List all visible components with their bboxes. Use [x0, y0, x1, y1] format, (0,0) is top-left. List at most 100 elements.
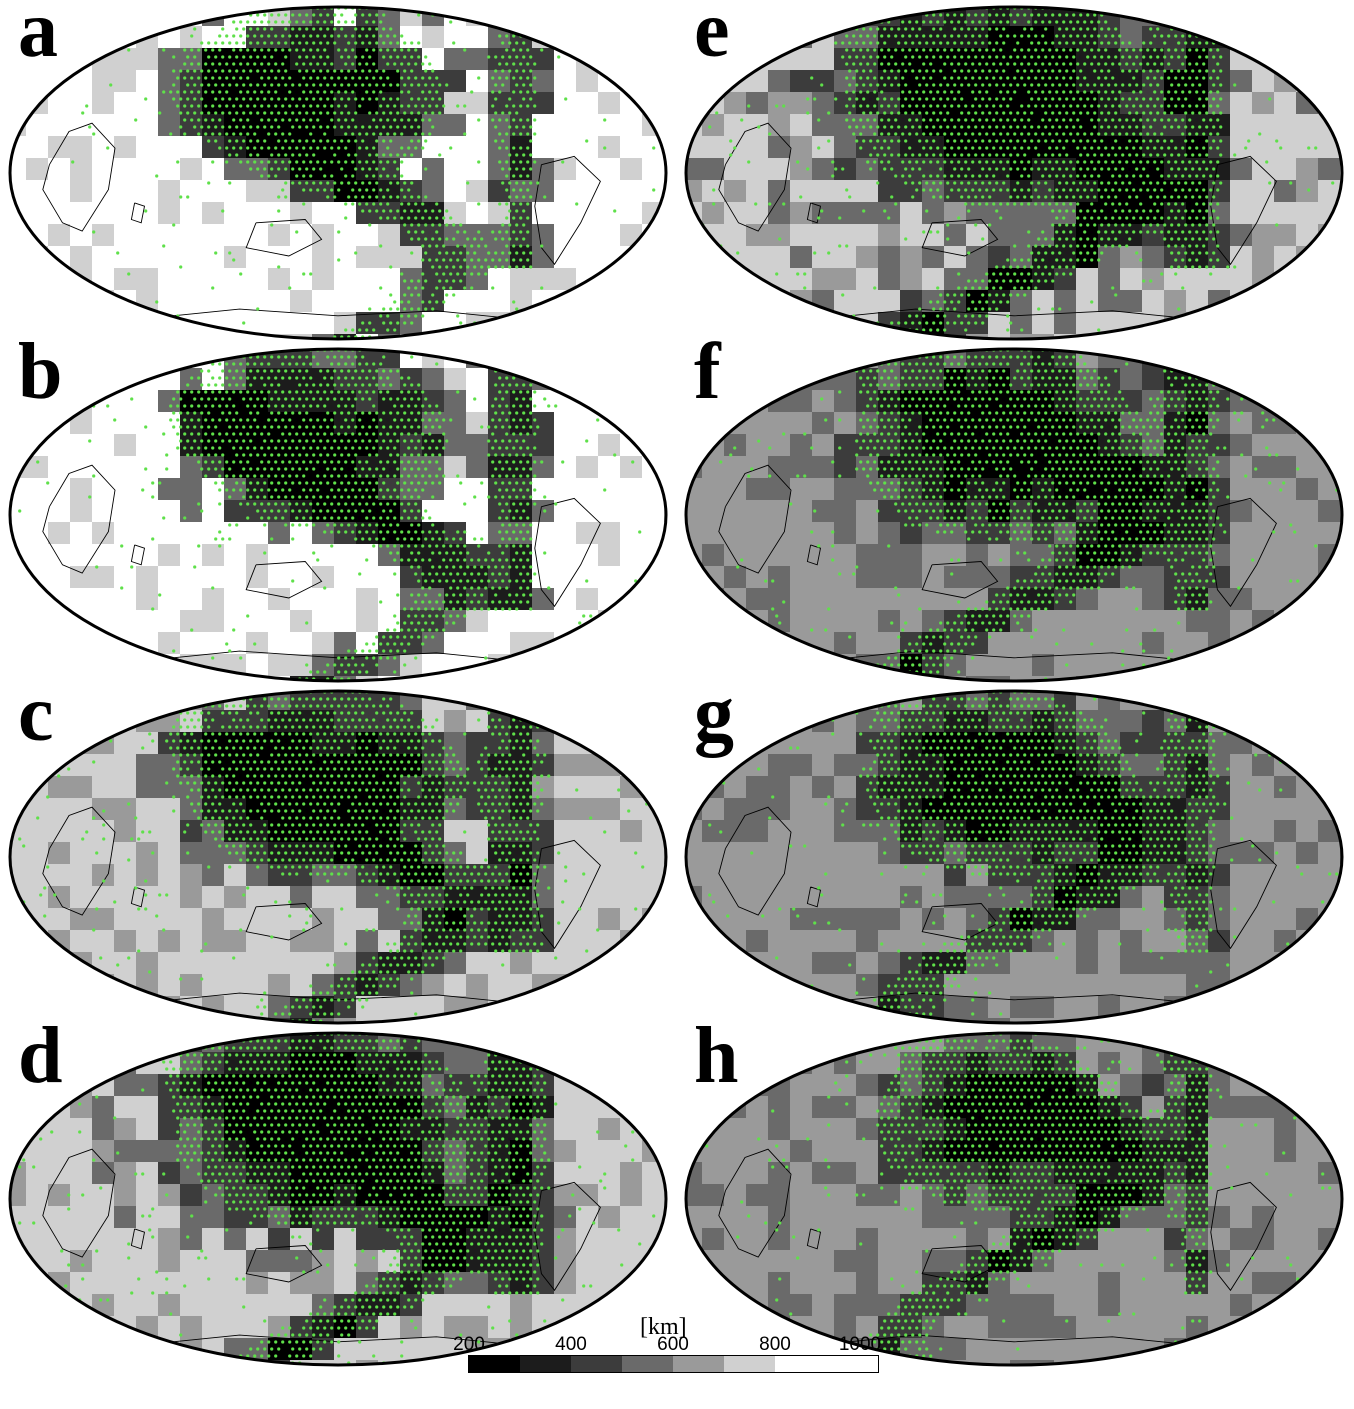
station-dot — [417, 739, 421, 743]
station-dot — [354, 153, 358, 157]
field-cell — [444, 268, 466, 290]
station-dot — [393, 872, 397, 876]
station-dot — [305, 13, 309, 17]
station-dot — [428, 118, 432, 122]
station-dot — [505, 474, 509, 478]
station-dot — [337, 376, 341, 380]
station-dot — [389, 767, 393, 771]
station-dot — [354, 167, 358, 171]
station-dot — [449, 572, 453, 576]
station-dot — [204, 76, 208, 80]
station-dot — [410, 509, 414, 513]
station-dot — [491, 788, 495, 792]
field-cell — [488, 908, 510, 930]
station-dot — [393, 544, 397, 548]
station-dot — [477, 76, 481, 80]
station-dot — [417, 795, 421, 799]
station-dot — [246, 48, 250, 52]
station-dot — [211, 132, 215, 136]
field-cell — [422, 544, 444, 566]
station-dot — [186, 111, 190, 115]
station-dot — [165, 453, 169, 457]
station-dot — [463, 942, 467, 946]
station-dot — [414, 858, 418, 862]
station-dot — [228, 837, 232, 841]
station-dot — [337, 718, 341, 722]
station-dot — [256, 397, 260, 401]
station-dot — [312, 495, 316, 499]
station-dot — [351, 328, 355, 332]
field-cell — [532, 1074, 554, 1096]
station-dot — [183, 516, 187, 520]
station-dot — [529, 921, 533, 925]
station-dot — [239, 928, 243, 932]
station-dot — [526, 188, 530, 192]
field-cell — [70, 776, 92, 798]
station-dot — [554, 956, 558, 960]
station-dot — [442, 914, 446, 918]
field-cell — [202, 908, 224, 930]
station-dot — [298, 41, 302, 45]
station-dot — [351, 118, 355, 122]
station-dot — [218, 118, 222, 122]
station-dot — [386, 174, 390, 178]
station-dot — [228, 369, 232, 373]
station-dot — [260, 830, 264, 834]
station-dot — [134, 816, 138, 820]
station-dot — [452, 237, 456, 241]
station-dot — [543, 753, 547, 757]
station-dot — [326, 369, 330, 373]
station-dot — [361, 355, 365, 359]
station-dot — [379, 314, 383, 318]
station-dot — [449, 586, 453, 590]
field-cell — [246, 434, 268, 456]
station-dot — [393, 558, 397, 562]
station-dot — [354, 13, 358, 17]
field-cell — [598, 434, 620, 456]
station-dot — [277, 467, 281, 471]
field-cell — [268, 1250, 290, 1272]
field-cell — [488, 500, 510, 522]
station-dot — [172, 55, 176, 59]
station-dot — [522, 223, 526, 227]
station-dot — [533, 858, 537, 862]
station-dot — [368, 181, 372, 185]
field-cell — [532, 754, 554, 776]
station-dot — [480, 265, 484, 269]
station-dot — [302, 704, 306, 708]
station-dot — [221, 725, 225, 729]
station-dot — [428, 216, 432, 220]
station-dot — [417, 125, 421, 129]
station-dot — [494, 921, 498, 925]
station-dot — [379, 76, 383, 80]
field-cell — [246, 48, 268, 70]
station-dot — [298, 1005, 302, 1009]
station-dot — [396, 635, 400, 639]
station-dot — [452, 265, 456, 269]
station-dot — [410, 321, 414, 325]
station-dot — [351, 76, 355, 80]
station-dot — [365, 530, 369, 534]
station-dot — [263, 697, 267, 701]
station-dot — [288, 418, 292, 422]
station-dot — [288, 460, 292, 464]
station-dot — [365, 858, 369, 862]
station-dot — [288, 858, 292, 862]
station-dot — [221, 481, 225, 485]
map-field — [10, 7, 666, 339]
station-dot — [515, 69, 519, 73]
station-dot — [396, 879, 400, 883]
station-dot — [354, 369, 358, 373]
station-dot — [428, 600, 432, 604]
station-dot — [498, 160, 502, 164]
station-dot — [547, 404, 551, 408]
station-dot — [344, 216, 348, 220]
station-dot — [396, 125, 400, 129]
station-dot — [284, 509, 288, 513]
station-dot — [211, 802, 215, 806]
station-dot — [501, 481, 505, 485]
station-dot — [407, 802, 411, 806]
station-dot — [291, 153, 295, 157]
station-dot — [228, 649, 232, 653]
field-cell — [620, 224, 642, 246]
